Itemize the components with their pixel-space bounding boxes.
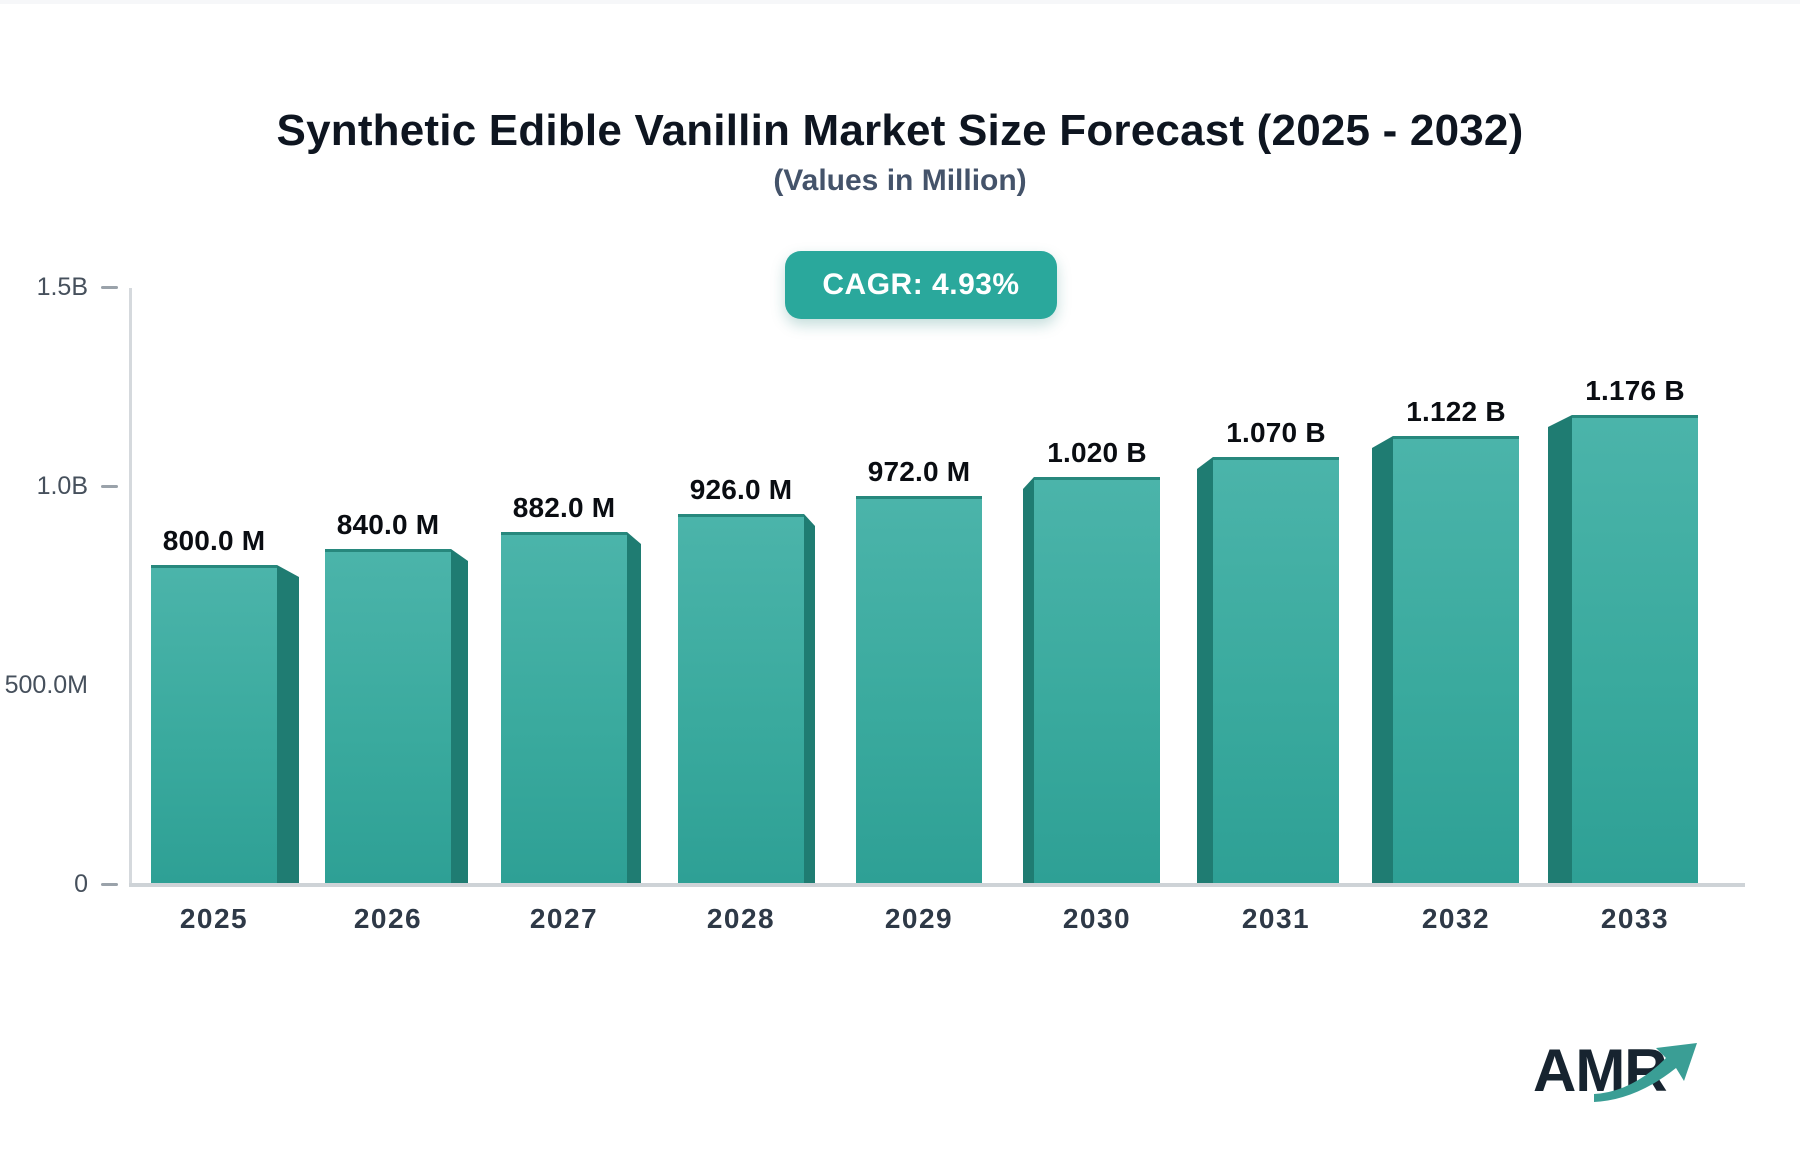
y-tick-mark <box>101 485 118 488</box>
x-axis-label: 2030 <box>1062 903 1132 934</box>
amr-logo-text: AMR <box>1533 1037 1668 1104</box>
bar-2030 <box>1023 477 1160 883</box>
page-top-border <box>0 0 1800 4</box>
bar-2026 <box>325 549 468 883</box>
x-axis-label: 2025 <box>179 903 249 934</box>
x-axis-label: 2032 <box>1421 903 1491 934</box>
bar-2032 <box>1372 436 1519 883</box>
amr-logo-arrow-icon <box>1594 1036 1716 1113</box>
cagr-badge-label: CAGR: 4.93% <box>822 268 1020 301</box>
bar-face <box>151 565 277 883</box>
bar-2033 <box>1548 415 1698 883</box>
bar-face <box>1393 436 1519 883</box>
x-axis-label: 2027 <box>529 903 599 934</box>
x-axis-label: 2029 <box>884 903 954 934</box>
bar-value-label: 1.070 B <box>1226 417 1326 448</box>
bar-2027 <box>501 532 641 883</box>
bar-side-face <box>451 549 468 883</box>
bar-value-label: 840.0 M <box>336 509 440 540</box>
bar-face <box>856 496 982 883</box>
bar-face <box>1213 457 1339 883</box>
bar-face <box>678 514 804 883</box>
bar-side-face <box>804 514 815 883</box>
bar-side-face <box>277 565 299 883</box>
bar-side-face <box>1548 415 1572 883</box>
cagr-badge: CAGR: 4.93% <box>785 251 1057 319</box>
x-axis-label: 2031 <box>1241 903 1311 934</box>
bar-side-face <box>1023 477 1034 883</box>
bar-side-face <box>1372 436 1393 883</box>
y-tick-mark <box>101 286 118 289</box>
x-axis-label: 2026 <box>353 903 423 934</box>
bar-value-label: 1.176 B <box>1585 375 1685 406</box>
x-axis-line <box>129 883 1745 887</box>
bar-2031 <box>1197 457 1339 883</box>
bar-side-face <box>627 532 641 883</box>
bar-2028 <box>678 514 815 883</box>
y-tick-label: 1.0B <box>36 472 88 500</box>
x-axis-label: 2033 <box>1600 903 1670 934</box>
y-tick-mark <box>101 883 118 886</box>
bar-value-label: 1.122 B <box>1406 396 1506 427</box>
bar-value-label: 926.0 M <box>689 474 793 505</box>
x-axis-label: 2028 <box>706 903 776 934</box>
bar-face <box>325 549 451 883</box>
bar-face <box>1572 415 1698 883</box>
bar-value-label: 882.0 M <box>512 492 616 523</box>
y-tick-label: 0 <box>74 870 88 898</box>
chart-subtitle: (Values in Million) <box>773 164 1027 197</box>
y-tick-label: 1.5B <box>36 273 88 301</box>
bar-value-label: 972.0 M <box>867 456 971 487</box>
bar-value-label: 800.0 M <box>162 525 266 556</box>
y-axis-line <box>129 288 132 885</box>
bar-2025 <box>151 565 299 883</box>
bar-2029 <box>856 496 982 883</box>
chart-title: Synthetic Edible Vanillin Market Size Fo… <box>276 106 1524 155</box>
bar-face <box>501 532 627 883</box>
bar-face <box>1034 477 1160 883</box>
bar-side-face <box>1197 457 1213 883</box>
y-tick-label: 500.0M <box>4 671 88 699</box>
bar-value-label: 1.020 B <box>1047 437 1147 468</box>
